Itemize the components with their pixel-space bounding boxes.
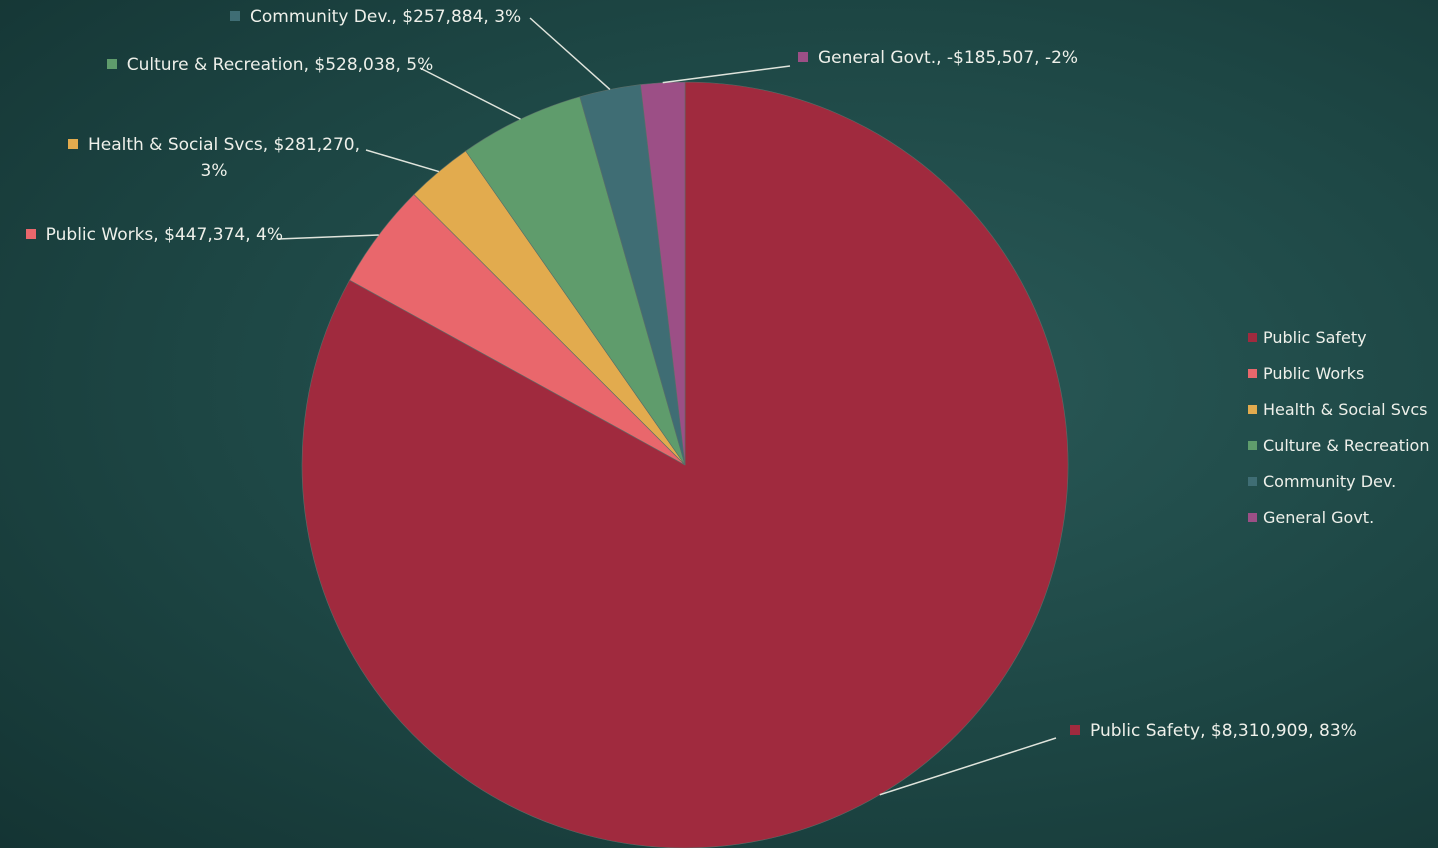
legend-text: Health & Social Svcs	[1263, 400, 1428, 419]
legend-entry: Public Safety	[1248, 328, 1367, 347]
leader-line	[365, 149, 440, 173]
legend-entry: Public Works	[1248, 364, 1364, 383]
legend-entry: Health & Social Svcs	[1248, 400, 1427, 419]
data-label: Community Dev., $257,884, 3%	[230, 4, 550, 30]
legend-marker	[1248, 333, 1257, 342]
label-text: Community Dev., $257,884, 3%	[250, 7, 522, 27]
label-marker	[25, 229, 36, 239]
data-label: Public Safety, $8,310,909, 83%	[1070, 718, 1390, 744]
legend-text: Culture & Recreation	[1263, 436, 1430, 455]
legend-marker	[1248, 513, 1257, 522]
data-label: General Govt., -$185,507, -2%	[798, 45, 1118, 71]
data-label: Culture & Recreation, $528,038, 5%	[100, 52, 440, 78]
label-marker	[798, 52, 808, 62]
legend-entry: Community Dev.	[1248, 472, 1396, 491]
label-text: General Govt., -$185,507, -2%	[818, 48, 1079, 68]
legend-marker	[1248, 477, 1257, 486]
legend-text: Public Safety	[1263, 328, 1367, 347]
data-label: Public Works, $447,374, 4%	[8, 222, 283, 248]
label-text: Culture & Recreation, $528,038, 5%	[126, 55, 434, 75]
legend-entry: Culture & Recreation	[1248, 436, 1429, 455]
leader-line	[419, 67, 521, 120]
label-marker	[106, 59, 117, 69]
leader-line	[277, 234, 379, 240]
label-marker	[1070, 725, 1080, 735]
label-text: Public Safety, $8,310,909, 83%	[1090, 721, 1357, 741]
legend-text: Community Dev.	[1263, 472, 1397, 491]
label-marker	[230, 11, 240, 21]
label-text: Health & Social Svcs, $281,270, 3%	[87, 135, 361, 181]
label-marker	[67, 139, 78, 149]
legend-marker	[1248, 369, 1257, 378]
pie-slice	[640, 81, 686, 466]
leader-line	[529, 17, 611, 90]
legend-marker	[1248, 405, 1257, 414]
leader-line	[879, 737, 1057, 796]
data-label: Health & Social Svcs, $281,270, 3%	[60, 132, 368, 184]
legend-entry: General Govt.	[1248, 508, 1374, 527]
legend-marker	[1248, 441, 1257, 450]
label-text: Public Works, $447,374, 4%	[45, 225, 283, 245]
legend-text: General Govt.	[1263, 508, 1375, 527]
leader-line	[662, 65, 791, 84]
legend-text: Public Works	[1263, 364, 1365, 383]
